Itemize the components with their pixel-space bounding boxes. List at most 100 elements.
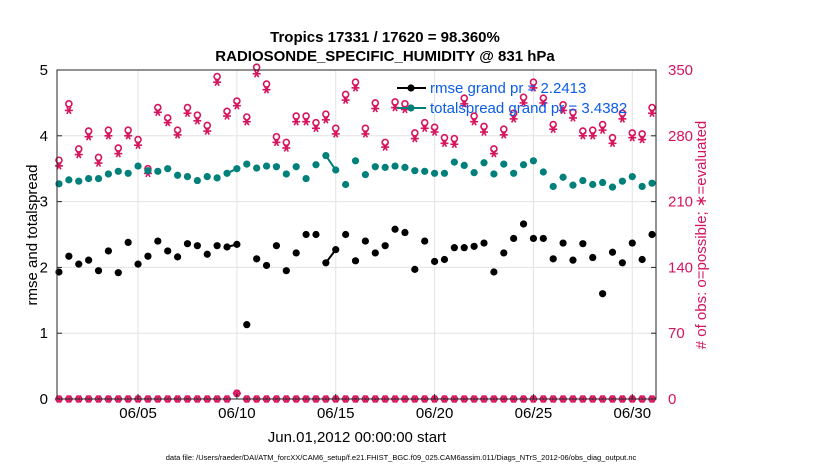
rmse-point — [104, 247, 112, 255]
asterisk-stroke — [323, 115, 329, 124]
asterisk-stroke — [333, 130, 339, 138]
spread-point — [272, 163, 281, 171]
asterisk-stroke — [184, 109, 191, 118]
asterisk-stroke — [392, 103, 398, 112]
spread-point — [381, 163, 389, 171]
rmse-point — [312, 230, 320, 239]
obs-possible-point — [519, 93, 528, 102]
y-right-tick-label: 350 — [668, 62, 693, 79]
spread-point — [342, 180, 350, 189]
spread-point — [549, 182, 557, 191]
obs-evaluated-point — [232, 101, 241, 110]
asterisk-stroke — [431, 128, 438, 136]
rmse-point — [549, 255, 557, 263]
obs-possible-point — [450, 134, 459, 143]
rmse-point — [94, 267, 103, 275]
spread-point — [124, 169, 132, 177]
obs-evaluated-point — [183, 109, 192, 118]
rmse-point — [262, 261, 271, 270]
obs-evaluated-point — [114, 149, 123, 158]
x-tick-label: 06/10 — [218, 405, 256, 422]
obs-possible-point — [322, 110, 330, 118]
obs-possible-point — [430, 123, 439, 132]
spread-point — [243, 160, 251, 168]
obs-possible-point — [213, 72, 221, 81]
obs-evaluated-point — [470, 117, 479, 126]
spread-point — [579, 176, 587, 185]
legend-rmse-label: rmse grand pr = 2.2413 — [430, 80, 586, 97]
y-right-tick-label: 0 — [668, 391, 676, 408]
asterisk-stroke — [649, 109, 655, 118]
y-right-tick-label: 210 — [668, 194, 693, 211]
asterisk-stroke — [362, 130, 369, 138]
obs-evaluated-point — [460, 99, 469, 108]
spread-point — [480, 159, 488, 167]
obs-evaluated-point — [282, 144, 291, 152]
obs-evaluated-point — [578, 131, 587, 140]
spread-point — [470, 169, 478, 177]
legend: rmse grand pr = 2.2413 totalspread grand… — [397, 80, 627, 117]
asterisk-stroke — [609, 139, 616, 148]
rmse-point — [618, 259, 626, 267]
asterisk-stroke — [115, 149, 121, 158]
rmse-point — [421, 237, 429, 245]
obs-evaluated-point — [331, 130, 340, 138]
rmse-point — [559, 239, 567, 247]
asterisk-stroke — [382, 143, 388, 151]
obs-evaluated-point — [549, 125, 558, 134]
obs-evaluated-point — [173, 130, 182, 139]
y-axis-label: rmse and totalspread — [24, 165, 41, 306]
asterisk-stroke — [293, 117, 299, 126]
spread-point — [75, 177, 83, 185]
obs-possible-point — [391, 98, 399, 106]
spread-point — [154, 167, 162, 175]
asterisk-stroke — [234, 101, 240, 110]
rmse-point — [391, 225, 399, 233]
y-right-tick-label: 280 — [668, 128, 693, 145]
spread-point — [253, 164, 261, 172]
spread-point — [450, 158, 458, 166]
asterisk-stroke — [244, 117, 250, 126]
rmse-point — [282, 267, 290, 275]
spread-point — [529, 157, 538, 165]
obs-evaluated-point — [311, 124, 320, 133]
rmse-point — [539, 234, 547, 243]
rmse-point — [411, 265, 419, 273]
asterisk-stroke — [501, 130, 507, 139]
rmse-point — [628, 239, 636, 247]
obs-possible-point — [361, 124, 370, 133]
obs-evaluated-point — [341, 96, 350, 104]
asterisk-stroke — [155, 108, 161, 117]
rmse-point — [253, 255, 261, 263]
spread-point — [539, 168, 547, 176]
rmse-point — [292, 249, 300, 257]
obs-evaluated-point — [539, 99, 548, 107]
obs-evaluated-point — [598, 126, 607, 135]
obs-evaluated-point — [252, 69, 261, 78]
rmse-point — [450, 244, 458, 252]
chart-subtitle: RADIOSONDE_SPECIFIC_HUMIDITY @ 831 hPa — [215, 48, 555, 65]
rmse-point — [430, 257, 439, 266]
asterisk-stroke — [253, 69, 260, 78]
asterisk-stroke — [56, 162, 62, 170]
x-axis-ticks: 06/05 06/10 06/15 06/20 06/25 06/30 — [119, 394, 651, 422]
spread-point — [569, 181, 577, 189]
asterisk-stroke — [66, 106, 72, 115]
asterisk-stroke — [352, 83, 359, 92]
y-right-tick-label: 140 — [668, 259, 693, 276]
plot-frame — [56, 69, 657, 400]
obs-evaluated-point — [480, 128, 489, 136]
obs-possible-point — [341, 90, 350, 99]
spread-point — [559, 173, 567, 181]
asterisk-stroke — [580, 131, 586, 140]
asterisk-stroke — [510, 115, 517, 123]
rmse-point — [440, 255, 449, 264]
obs-possible-point — [272, 132, 281, 141]
obs-evaluated-point — [588, 131, 597, 140]
y-tick-label: 4 — [40, 128, 48, 145]
obs-possible-point — [648, 103, 656, 112]
spread-point — [599, 178, 607, 187]
rmse-point — [638, 255, 646, 264]
obs-evaluated-point — [84, 132, 93, 141]
obs-possible-point — [440, 133, 449, 142]
